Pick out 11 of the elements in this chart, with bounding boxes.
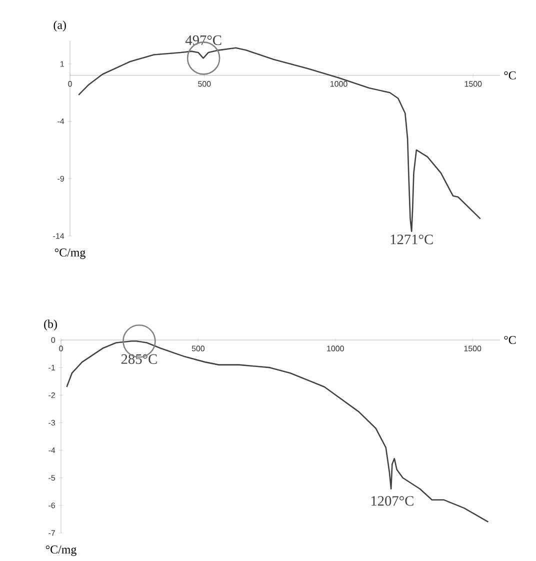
x-axis-title: °C	[504, 336, 516, 344]
annotation: 285°C	[121, 354, 157, 364]
y-axis-title: °C/mg	[46, 545, 76, 556]
line-series	[66, 340, 489, 523]
y-axis-title: °C/mg	[54, 248, 86, 260]
annotation: 1271°C	[390, 234, 433, 244]
annotation: 497°C	[185, 35, 222, 46]
chart-title: (b)	[44, 320, 57, 331]
chart-title: (a)	[54, 20, 66, 32]
x-axis-title: °C	[504, 71, 516, 80]
annotation: 1207°C	[371, 496, 414, 506]
